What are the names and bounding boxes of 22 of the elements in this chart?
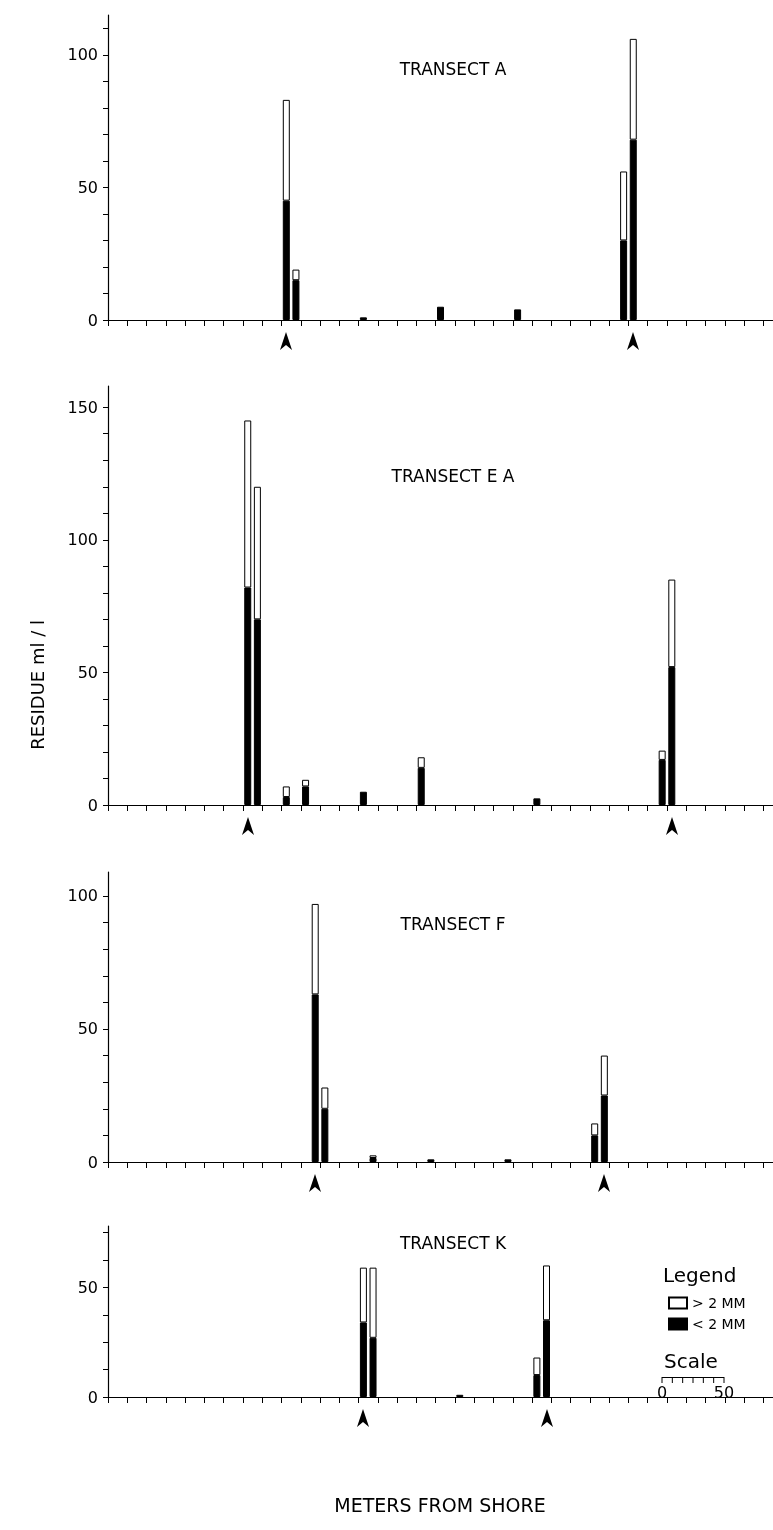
chart-title: TRANSECT K xyxy=(398,1232,507,1253)
text: TRANSECT E A xyxy=(390,465,515,486)
y-tick-label: 50 xyxy=(77,177,98,197)
y-tick-label: 150 xyxy=(67,397,98,417)
legend-title: Legend xyxy=(663,1263,737,1287)
x-axis-title: METERS FROM SHORE xyxy=(334,1493,546,1516)
y-tick-label: 50 xyxy=(77,1019,98,1039)
y-tick-label: 0 xyxy=(87,1152,98,1172)
y-tick-label: 50 xyxy=(77,662,98,682)
y-tick-label: 100 xyxy=(67,530,98,550)
legend-label: < 2 MM xyxy=(692,1316,746,1332)
text: TRANSECT A xyxy=(398,58,507,79)
text: TRANSECT F xyxy=(399,913,506,934)
legend-label: > 2 MM xyxy=(692,1295,746,1311)
y-tick-label: 100 xyxy=(67,886,98,906)
y-axis-title: RESIDUE ml / l xyxy=(26,619,48,750)
y-tick-label: 50 xyxy=(77,1277,98,1297)
annotation: Scale xyxy=(664,1349,718,1373)
y-tick-label: 0 xyxy=(87,795,98,815)
y-tick-label: 0 xyxy=(87,310,98,330)
y-tick-label: 100 xyxy=(67,45,98,65)
y-tick-label: 0 xyxy=(87,1387,98,1407)
